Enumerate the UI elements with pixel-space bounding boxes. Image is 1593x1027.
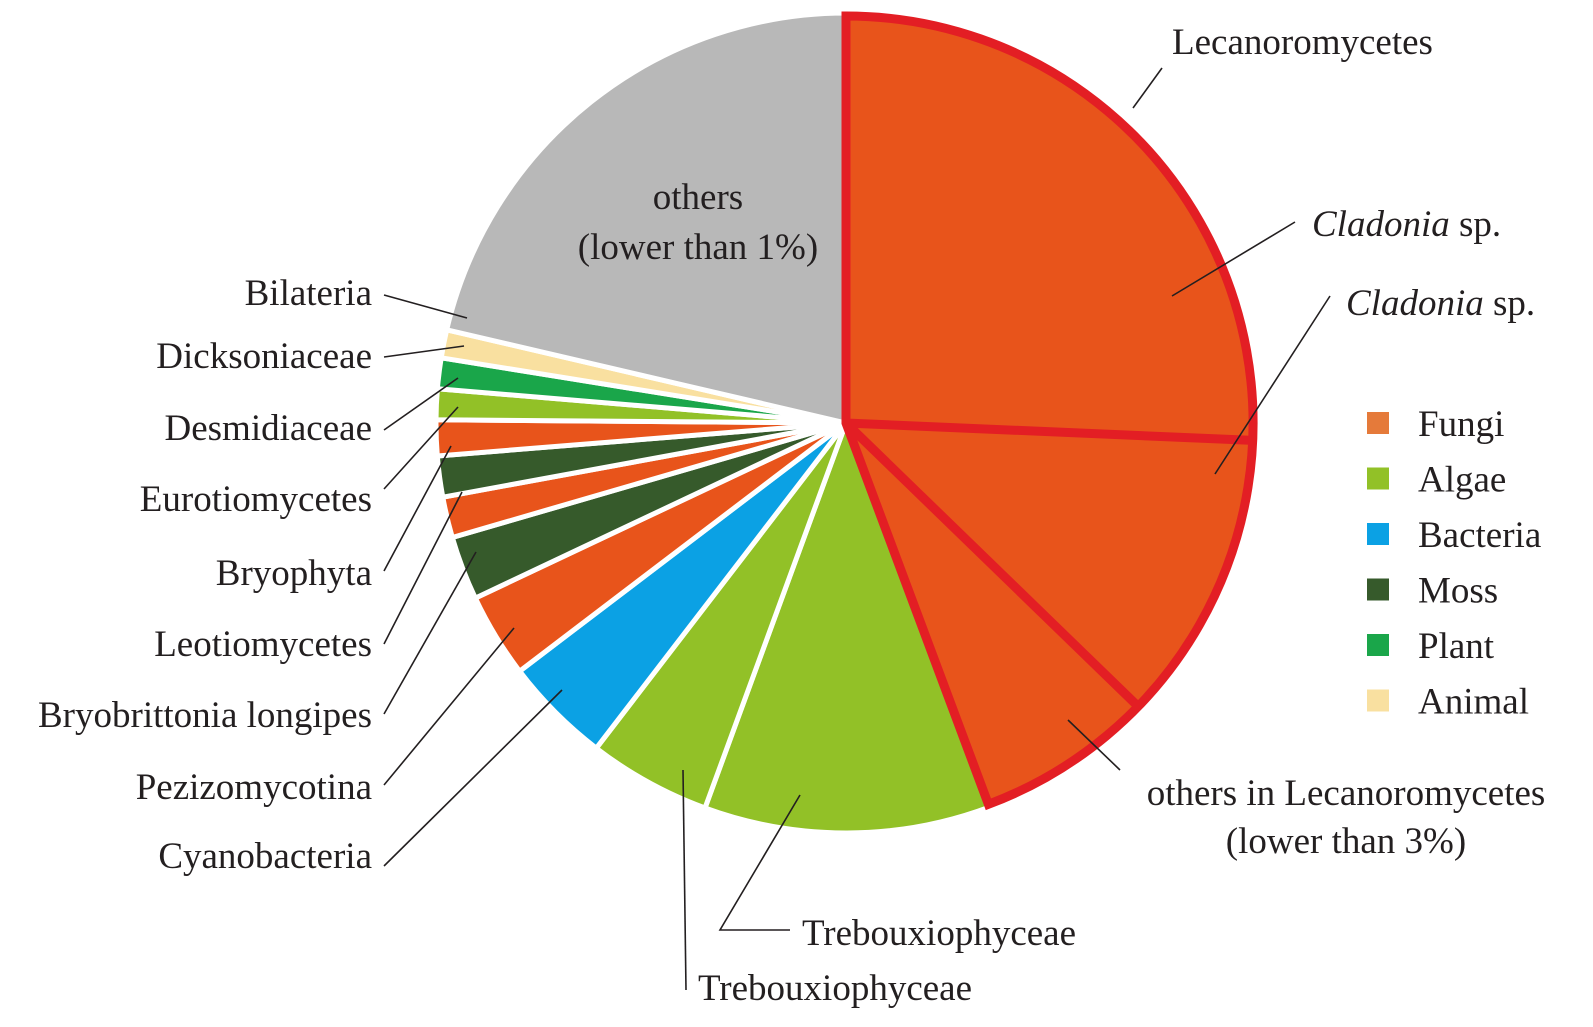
bryophyta-leader bbox=[383, 445, 452, 572]
lecanoromycetes-label: Lecanoromycetes bbox=[1172, 22, 1433, 63]
cladonia-1-leader bbox=[1171, 221, 1296, 297]
legend-swatch-moss bbox=[1367, 578, 1389, 601]
legend-label-bacteria: Bacteria bbox=[1418, 515, 1541, 556]
bryobrittonia-longipes-leader bbox=[383, 551, 477, 715]
desmidiaceae-label: Desmidiaceae bbox=[165, 408, 373, 449]
others-label: others (lower than 1%) bbox=[578, 177, 818, 268]
leotiomycetes-label: Leotiomycetes bbox=[154, 624, 372, 665]
bilateria-leader bbox=[383, 294, 468, 319]
leader-lines bbox=[383, 67, 1331, 991]
trebouxiophyceae-2-label: Trebouxiophyceae bbox=[698, 968, 972, 1009]
pie-slice-trebouxiophyceae-3 bbox=[702, 420, 992, 836]
eurotiomycetes-leader bbox=[383, 406, 459, 490]
pie-slice-others-lower-than-1-14 bbox=[444, 10, 849, 426]
legend-label-algae: Algae bbox=[1418, 460, 1506, 501]
others-lecanoromycetes-leader bbox=[1067, 719, 1121, 771]
dicksoniaceae-leader bbox=[383, 345, 465, 358]
trebouxiophyceae-1-leader bbox=[718, 794, 801, 931]
cyanobacteria-leader bbox=[383, 689, 563, 867]
legend: Fungi Algae Bacteria Moss Plant Animal bbox=[1367, 404, 1541, 723]
cyanobacteria-label: Cyanobacteria bbox=[158, 836, 372, 877]
leotiomycetes-leader bbox=[383, 491, 463, 645]
bryophyta-label: Bryophyta bbox=[216, 553, 372, 594]
desmidiaceae-leader bbox=[383, 377, 459, 431]
pie-slice-cladonia-sp-0 bbox=[843, 10, 1259, 443]
lecanoromycetes-leader bbox=[1132, 67, 1163, 109]
legend-swatch-plant bbox=[1367, 634, 1389, 656]
lecanoromycetes-highlight-outline bbox=[841, 11, 1258, 811]
cladonia-2-leader bbox=[1214, 295, 1331, 475]
bilateria-label: Bilateria bbox=[245, 273, 372, 314]
others-lecanoromycetes-label: others in Lecanoromycetes (lower than 3%) bbox=[1147, 773, 1546, 862]
legend-swatch-bacteria bbox=[1367, 523, 1389, 545]
eurotiomycetes-label: Eurotiomycetes bbox=[140, 479, 372, 520]
trebouxiophyceae-1-label: Trebouxiophyceae bbox=[802, 913, 1076, 954]
pezizomycotina-leader bbox=[383, 627, 515, 786]
legend-label-plant: Plant bbox=[1418, 626, 1495, 667]
bryobrittonia-longipes-label: Bryobrittonia longipes bbox=[38, 695, 372, 736]
pie-slices bbox=[433, 10, 1259, 836]
legend-label-fungi: Fungi bbox=[1418, 404, 1504, 445]
legend-label-animal: Animal bbox=[1418, 682, 1529, 723]
slice-labels: Lecanoromycetes Cladonia sp. Cladonia sp. o… bbox=[38, 22, 1545, 1009]
cladonia-1-label: Cladonia sp. bbox=[1312, 204, 1501, 245]
legend-swatch-animal bbox=[1367, 689, 1389, 712]
trebouxiophyceae-2-leader bbox=[682, 769, 687, 991]
pezizomycotina-label: Pezizomycotina bbox=[136, 767, 372, 808]
dicksoniaceae-label: Dicksoniaceae bbox=[156, 336, 372, 377]
cladonia-2-label: Cladonia sp. bbox=[1346, 283, 1535, 324]
legend-swatch-algae bbox=[1367, 467, 1389, 490]
legend-swatch-fungi bbox=[1367, 412, 1389, 434]
legend-label-moss: Moss bbox=[1418, 571, 1498, 612]
